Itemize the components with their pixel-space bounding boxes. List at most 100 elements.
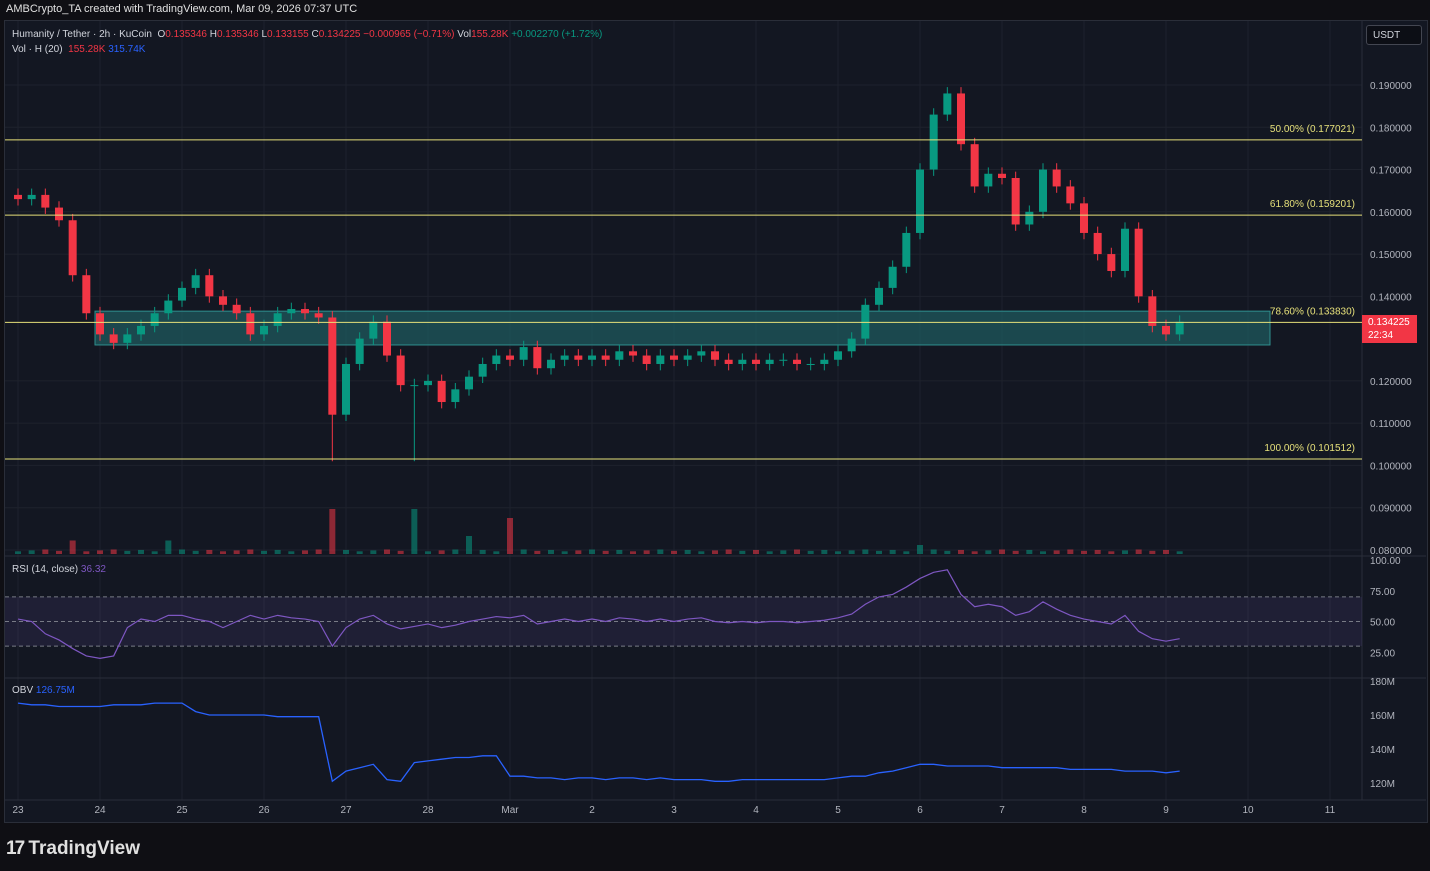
bar-countdown: 22:34 (1368, 330, 1394, 341)
candle-body (601, 355, 610, 360)
candle-body (793, 359, 801, 364)
vol-value: 155.28K (471, 29, 509, 40)
obv-line (17, 702, 1180, 783)
candle-body (752, 359, 760, 364)
vol-label: Vol (457, 29, 472, 40)
support-zone (94, 310, 1271, 346)
volume-bar (261, 550, 267, 554)
volume-bar (520, 549, 527, 554)
candle-body (560, 355, 569, 360)
volume-bar (958, 549, 964, 554)
time-tick: 9 (1163, 805, 1169, 816)
candle-body (1162, 325, 1170, 335)
candle-body (232, 304, 241, 314)
volume-bar (1149, 550, 1156, 554)
volume-bar (944, 550, 951, 554)
extra-change: +0.002270 (+1.72%) (511, 29, 603, 40)
volume-bar (835, 551, 841, 554)
candle-body (451, 389, 460, 403)
candle-body (683, 355, 692, 360)
time-tick: Mar (501, 805, 519, 816)
candle-body (629, 351, 637, 356)
time-tick: 2 (589, 805, 595, 816)
volume-bar (766, 551, 773, 554)
fib-label: 50.00% (0.177021) (1270, 124, 1355, 135)
time-tick: 24 (94, 805, 106, 816)
volume-bar (876, 550, 882, 554)
volume-bar (930, 549, 937, 554)
volume-bar (165, 540, 172, 554)
price-tick: 0.100000 (1370, 461, 1412, 472)
candle-body (1148, 296, 1157, 326)
volume-bar (985, 550, 992, 554)
candle-body (957, 93, 965, 145)
volume-bar (1122, 550, 1128, 554)
time-tick: 3 (671, 805, 677, 816)
candle-body (164, 300, 173, 314)
candle-body (96, 313, 104, 335)
price-tick: 0.150000 (1370, 250, 1412, 261)
candle-body (984, 173, 993, 187)
price-tick: 0.120000 (1370, 377, 1412, 388)
candle-body (765, 359, 774, 364)
obv-legend: OBV 126.75M (12, 685, 75, 696)
time-tick: 10 (1242, 805, 1254, 816)
volume-bar (479, 549, 486, 554)
time-tick: 23 (12, 805, 24, 816)
candle-body (205, 275, 214, 297)
candle-body (1066, 186, 1075, 204)
candle-body (1039, 169, 1047, 212)
volume-bar (42, 549, 49, 554)
volume-bar (602, 550, 609, 554)
candle-body (260, 325, 268, 335)
fib-label: 61.80% (0.159201) (1270, 199, 1355, 210)
candle-body (929, 114, 938, 170)
time-tick: 25 (176, 805, 188, 816)
volume-bar (124, 550, 131, 554)
volume-bar (1094, 549, 1101, 554)
chart-frame (4, 20, 1428, 823)
candle-body (902, 232, 911, 267)
candle-body (465, 376, 473, 390)
candle-body (109, 334, 118, 343)
volume-bar (69, 540, 76, 554)
candle-body (711, 351, 719, 360)
candle-body (875, 287, 883, 305)
volume-bar (1053, 550, 1060, 554)
volume-bar (712, 550, 718, 554)
candle-body (847, 338, 856, 352)
symbol-legend: Humanity / Tether · 2h · KuCoin O0.13534… (12, 27, 602, 57)
candle-body (14, 194, 22, 200)
volume-bar (329, 509, 336, 554)
volume-bar (397, 550, 404, 554)
chart-credit: AMBCrypto_TA created with TradingView.co… (6, 3, 358, 15)
currency-selector[interactable]: USDT (1366, 25, 1422, 45)
price-tick: 0.160000 (1370, 208, 1412, 219)
rsi-tick: 100.00 (1370, 556, 1401, 567)
fib-label: 100.00% (0.101512) (1264, 443, 1355, 454)
time-tick: 4 (753, 805, 759, 816)
candle-body (1107, 254, 1116, 271)
candle-body (916, 169, 924, 233)
candle-body (738, 359, 747, 364)
price-tick: 0.190000 (1370, 81, 1412, 92)
candle-body (410, 385, 419, 387)
candle-body (574, 355, 583, 360)
volume-bar (288, 551, 295, 554)
volume-bar (643, 550, 650, 554)
volume-bar (247, 549, 254, 554)
volume-bar (356, 551, 363, 554)
candle-body (588, 355, 596, 360)
volume-bar (507, 518, 513, 554)
volume-bar (794, 549, 800, 554)
candle-body (779, 359, 788, 361)
price-tick: 0.080000 (1370, 546, 1412, 557)
candle-body (27, 194, 36, 200)
volume-bar (493, 551, 500, 554)
volume-bar (821, 549, 828, 554)
candle-body (383, 321, 391, 356)
candle-body (533, 347, 542, 369)
volume-bar (548, 549, 554, 554)
volume-bar (452, 549, 459, 554)
